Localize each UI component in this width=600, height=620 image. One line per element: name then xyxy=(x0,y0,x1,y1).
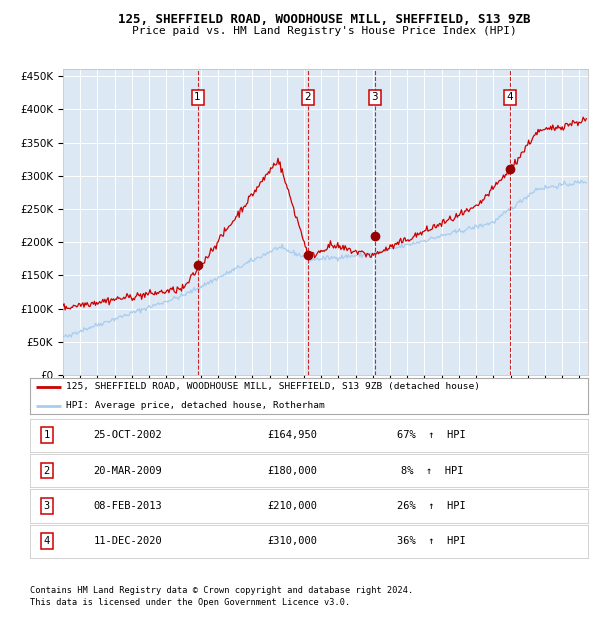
Text: 125, SHEFFIELD ROAD, WOODHOUSE MILL, SHEFFIELD, S13 9ZB: 125, SHEFFIELD ROAD, WOODHOUSE MILL, SHE… xyxy=(118,14,530,26)
Text: HPI: Average price, detached house, Rotherham: HPI: Average price, detached house, Roth… xyxy=(66,401,325,410)
Text: 08-FEB-2013: 08-FEB-2013 xyxy=(93,501,162,511)
Text: 11-DEC-2020: 11-DEC-2020 xyxy=(93,536,162,546)
Text: £180,000: £180,000 xyxy=(267,466,317,476)
Text: 1: 1 xyxy=(44,430,50,440)
Text: 36%  ↑  HPI: 36% ↑ HPI xyxy=(397,536,466,546)
Text: 1: 1 xyxy=(194,92,201,102)
Text: 2: 2 xyxy=(44,466,50,476)
Text: 4: 4 xyxy=(44,536,50,546)
Text: Price paid vs. HM Land Registry's House Price Index (HPI): Price paid vs. HM Land Registry's House … xyxy=(131,26,517,36)
Text: This data is licensed under the Open Government Licence v3.0.: This data is licensed under the Open Gov… xyxy=(30,598,350,607)
Text: 125, SHEFFIELD ROAD, WOODHOUSE MILL, SHEFFIELD, S13 9ZB (detached house): 125, SHEFFIELD ROAD, WOODHOUSE MILL, SHE… xyxy=(66,383,480,391)
Text: 3: 3 xyxy=(371,92,378,102)
Text: £210,000: £210,000 xyxy=(267,501,317,511)
Text: 3: 3 xyxy=(44,501,50,511)
Text: Contains HM Land Registry data © Crown copyright and database right 2024.: Contains HM Land Registry data © Crown c… xyxy=(30,586,413,595)
Text: £310,000: £310,000 xyxy=(267,536,317,546)
Text: £164,950: £164,950 xyxy=(267,430,317,440)
Text: 26%  ↑  HPI: 26% ↑ HPI xyxy=(397,501,466,511)
Text: 67%  ↑  HPI: 67% ↑ HPI xyxy=(397,430,466,440)
Text: 25-OCT-2002: 25-OCT-2002 xyxy=(93,430,162,440)
Text: 8%  ↑  HPI: 8% ↑ HPI xyxy=(401,466,463,476)
Text: 4: 4 xyxy=(506,92,513,102)
Text: 20-MAR-2009: 20-MAR-2009 xyxy=(93,466,162,476)
Text: 2: 2 xyxy=(304,92,311,102)
